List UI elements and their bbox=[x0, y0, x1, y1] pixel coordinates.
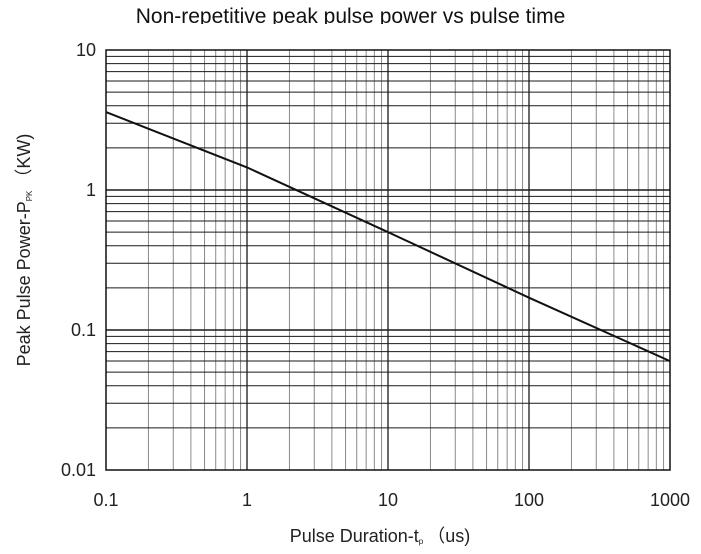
x-axis-label-main: Pulse Duration-t bbox=[290, 526, 419, 546]
grid-lines bbox=[106, 50, 670, 470]
series-line-0 bbox=[105, 111, 671, 363]
plot-frame bbox=[105, 49, 671, 471]
x-tick-label: 100 bbox=[514, 490, 544, 510]
y-axis-label-main: Peak Pulse Power-P bbox=[14, 201, 34, 366]
y-tick-label: 0.01 bbox=[61, 460, 96, 480]
x-tick-labels: 0.1 1 10 100 1000 bbox=[93, 490, 690, 510]
chart-title: Non-repetitive peak pulse power vs pulse… bbox=[135, 5, 566, 24]
x-axis-label-unit: （us) bbox=[427, 526, 470, 546]
x-tick-label: 1000 bbox=[650, 490, 690, 510]
y-axis-label-sub: PK bbox=[25, 190, 34, 201]
y-axis-label: Peak Pulse Power-PPK （KW) bbox=[14, 134, 34, 367]
x-tick-label: 10 bbox=[378, 490, 398, 510]
y-tick-label: 0.1 bbox=[71, 320, 96, 340]
x-axis-label-sub: p bbox=[419, 537, 424, 546]
y-axis-label-unit: （KW) bbox=[14, 134, 34, 187]
y-tick-label: 10 bbox=[76, 40, 96, 60]
x-tick-label: 1 bbox=[242, 490, 252, 510]
x-axis-label: Pulse Duration-tp （us) bbox=[290, 526, 471, 546]
series-layer bbox=[105, 111, 671, 363]
y-tick-labels: 0.01 0.1 1 10 bbox=[61, 40, 96, 480]
x-tick-label: 0.1 bbox=[93, 490, 118, 510]
y-tick-label: 1 bbox=[86, 180, 96, 200]
